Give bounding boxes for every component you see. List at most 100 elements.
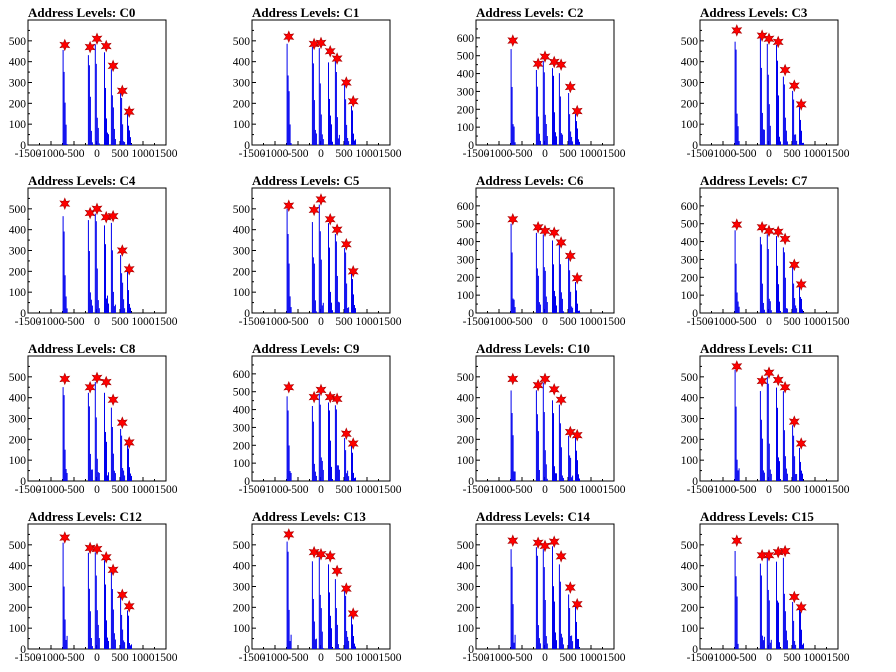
star-marker-icon [116,588,128,602]
star-marker-icon [779,380,791,394]
star-marker-icon [116,416,128,429]
x-tick-label: 1000 [580,652,603,664]
star-marker-icon [340,427,352,440]
histogram-bar [795,644,797,649]
histogram-bar [736,596,738,649]
y-tick-label: 0 [468,140,474,152]
histogram-bar [346,124,348,145]
histogram-bar [337,644,339,649]
histogram-bar [87,55,89,145]
histogram-bar [65,124,67,145]
y-tick-label: 500 [457,219,475,231]
histogram-bar [129,130,130,145]
y-tick-label: 500 [457,372,475,384]
plot-title: Address Levels: C15 [700,509,814,524]
histogram-bar [96,117,98,145]
x-tick-label: 0 [542,148,548,160]
y-tick-label: 200 [681,602,699,614]
star-marker-icon [788,590,800,604]
histogram-bar [314,129,316,145]
histogram-bar [353,133,354,145]
histogram-bar [337,138,339,145]
x-tick-label: 500 [783,148,801,160]
histogram-bar [127,445,128,481]
histogram-bar [122,629,124,649]
star-marker-icon [788,258,800,272]
histogram-bar [313,463,315,481]
histogram-bar [802,473,803,481]
histogram-bar [328,223,329,313]
histogram-bar [578,139,579,145]
histogram-bar [334,579,336,649]
y-tick-label: 0 [692,476,698,488]
x-tick-label: 500 [783,316,801,328]
histogram-bar [63,71,65,145]
x-tick-label: -1500 [239,148,266,160]
histogram-bar [560,133,562,145]
histogram-bar [536,414,538,481]
histogram-bar [544,114,546,145]
histogram-bar [121,98,123,145]
histogram-bar [331,628,332,649]
histogram-bar [107,132,108,145]
histogram-bar [332,310,333,313]
histogram-bar [288,91,290,145]
y-tick-label: 0 [244,140,250,152]
x-tick-label: -1500 [463,316,490,328]
histogram-bar [558,73,560,145]
histogram-bar [562,144,564,145]
histogram-bar [344,590,346,649]
star-marker-icon [324,212,336,226]
histogram-bar [108,303,109,313]
star-marker-icon [59,38,71,52]
histogram-bar [570,635,572,649]
histogram-bar [62,387,64,481]
y-tick-label: 300 [457,582,475,594]
histogram-bar [114,139,116,145]
histogram-bar [120,597,122,649]
x-tick-label: -1000 [38,148,65,160]
star-marker-icon [84,206,96,220]
x-tick-label: 500 [559,148,577,160]
x-tick-label: 0 [318,484,324,496]
histogram-bar [329,98,330,145]
histogram-bar [124,475,126,481]
histogram-bar [784,611,786,649]
histogram-bar [735,49,737,145]
histogram-bar [98,143,100,145]
y-tick-label: 200 [233,440,251,452]
histogram-bar [97,472,99,481]
histogram-bar [762,470,764,481]
histogram-bar [552,240,553,313]
star-marker-icon [59,372,71,386]
histogram-bar [554,112,555,145]
histogram-bar [514,307,516,313]
x-tick-label: 1000 [580,316,603,328]
histogram-bar [552,400,553,481]
y-tick-label: 300 [9,246,27,258]
plot-panel: Address Levels: C50100200300400500-1500-… [233,173,402,328]
histogram-bar [338,302,340,313]
x-tick-label: -500 [63,316,84,328]
histogram-bar [556,473,557,481]
histogram-bar [88,406,90,481]
histogram-bar [735,576,737,649]
histogram-bar [332,141,333,145]
histogram-bar [353,294,354,313]
histogram-bar [760,244,762,313]
histogram-bar [760,67,762,145]
histogram-bar [546,643,548,649]
plot-title: Address Levels: C3 [700,5,808,20]
y-tick-label: 300 [233,246,251,258]
histogram-bar [511,566,513,649]
histogram-bar [320,259,322,313]
histogram-bar [768,443,770,481]
star-marker-icon [283,380,295,394]
plot-title: Address Levels: C2 [476,5,583,20]
plot-title: Address Levels: C6 [476,173,584,188]
histogram-bar [334,60,336,145]
histogram-bar [128,290,129,313]
histogram-bar [759,38,761,146]
y-tick-label: 400 [9,561,27,573]
y-tick-label: 400 [233,405,251,417]
